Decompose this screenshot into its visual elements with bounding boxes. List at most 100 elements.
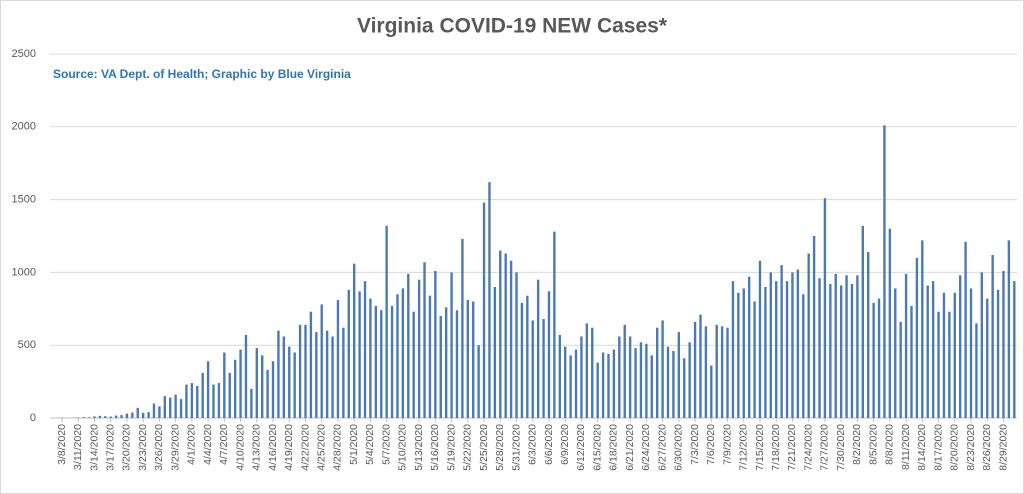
bar bbox=[304, 324, 307, 418]
bar bbox=[217, 383, 221, 418]
bar bbox=[758, 260, 762, 418]
bar bbox=[753, 301, 756, 418]
bar bbox=[347, 289, 350, 418]
bar bbox=[693, 321, 697, 418]
bar bbox=[958, 275, 962, 418]
x-tick-label: 3/26/2020 bbox=[153, 424, 165, 471]
bar bbox=[520, 302, 524, 418]
x-tick-label: 8/20/2020 bbox=[949, 424, 961, 471]
x-tick-label: 3/8/2020 bbox=[56, 424, 68, 465]
bar bbox=[726, 327, 729, 418]
x-tick-label: 7/9/2020 bbox=[721, 424, 733, 465]
bar bbox=[823, 198, 827, 418]
bar bbox=[839, 285, 843, 418]
bar bbox=[931, 281, 935, 418]
x-tick-label: 4/4/2020 bbox=[202, 424, 214, 465]
bar bbox=[542, 318, 545, 418]
bar bbox=[601, 352, 605, 418]
bar bbox=[812, 236, 816, 418]
bar bbox=[266, 369, 269, 418]
x-tick-label: 4/13/2020 bbox=[251, 424, 263, 471]
x-tick-label: 6/3/2020 bbox=[527, 424, 539, 465]
bar bbox=[174, 394, 177, 418]
y-tick-label: 1500 bbox=[12, 194, 36, 206]
bar bbox=[114, 415, 118, 418]
bar bbox=[228, 372, 231, 418]
x-tick-label: 5/1/2020 bbox=[348, 424, 360, 465]
x-tick-label: 6/27/2020 bbox=[656, 424, 668, 471]
bar bbox=[553, 231, 556, 418]
x-tick-label: 8/29/2020 bbox=[997, 424, 1009, 471]
bar bbox=[639, 342, 643, 418]
bar bbox=[125, 413, 129, 418]
bar bbox=[450, 272, 453, 418]
x-tick-label: 8/8/2020 bbox=[884, 424, 896, 465]
bar bbox=[775, 281, 778, 418]
bar bbox=[455, 310, 459, 418]
x-tick-label: 8/14/2020 bbox=[916, 424, 928, 471]
x-tick-label: 3/20/2020 bbox=[121, 424, 133, 471]
x-tick-label: 5/19/2020 bbox=[445, 424, 457, 471]
bar bbox=[141, 412, 145, 418]
bar bbox=[969, 288, 973, 418]
x-tick-label: 5/25/2020 bbox=[478, 424, 490, 471]
y-tick-label: 1000 bbox=[12, 266, 36, 278]
x-tick-label: 6/21/2020 bbox=[624, 424, 636, 471]
bar bbox=[704, 326, 708, 418]
x-tick-label: 3/29/2020 bbox=[169, 424, 181, 471]
bar bbox=[720, 326, 724, 418]
bar bbox=[325, 330, 329, 418]
bar bbox=[715, 324, 718, 418]
bar bbox=[407, 273, 410, 418]
x-tick-label: 6/9/2020 bbox=[559, 424, 571, 465]
bar bbox=[991, 254, 994, 418]
bar bbox=[444, 307, 448, 418]
x-tick-label: 5/10/2020 bbox=[397, 424, 409, 471]
bar bbox=[239, 349, 242, 418]
bar bbox=[461, 238, 464, 418]
y-tick-label: 2000 bbox=[12, 121, 36, 133]
bar bbox=[742, 288, 745, 418]
x-tick-label: 7/12/2020 bbox=[738, 424, 750, 471]
x-tick-label: 6/30/2020 bbox=[673, 424, 685, 471]
bar bbox=[428, 295, 432, 418]
bar bbox=[358, 291, 361, 418]
bar bbox=[802, 294, 805, 418]
bar bbox=[710, 365, 713, 418]
x-tick-label: 8/2/2020 bbox=[851, 424, 863, 465]
bar bbox=[877, 298, 881, 418]
bar bbox=[163, 396, 166, 418]
bar bbox=[87, 417, 91, 418]
bar bbox=[683, 358, 686, 418]
bar bbox=[1007, 240, 1011, 418]
bar bbox=[158, 406, 161, 418]
bar bbox=[677, 332, 681, 418]
bar bbox=[342, 327, 345, 418]
bar bbox=[585, 323, 589, 418]
x-tick-label: 3/14/2020 bbox=[88, 424, 100, 471]
bar bbox=[482, 202, 486, 418]
chart-subtitle: Source: VA Dept. of Health; Graphic by B… bbox=[53, 67, 351, 81]
bar bbox=[277, 330, 280, 418]
x-tick-label: 3/11/2020 bbox=[72, 424, 84, 470]
x-tick-label: 5/4/2020 bbox=[364, 424, 376, 465]
bar bbox=[845, 275, 848, 418]
bar bbox=[856, 275, 859, 418]
bar bbox=[309, 311, 313, 418]
x-tick-label: 6/6/2020 bbox=[543, 424, 555, 465]
bar bbox=[352, 263, 356, 418]
bar bbox=[829, 284, 832, 418]
bar bbox=[591, 327, 594, 418]
bar bbox=[645, 343, 648, 418]
bar bbox=[547, 291, 551, 418]
bar bbox=[98, 415, 102, 418]
bar bbox=[261, 355, 264, 418]
x-tick-label: 6/12/2020 bbox=[575, 424, 587, 471]
bar bbox=[1002, 270, 1005, 418]
bar bbox=[937, 311, 940, 418]
bar bbox=[233, 359, 237, 418]
bar bbox=[807, 253, 810, 418]
bar bbox=[964, 241, 967, 418]
bar bbox=[791, 272, 794, 418]
bar bbox=[293, 352, 296, 418]
